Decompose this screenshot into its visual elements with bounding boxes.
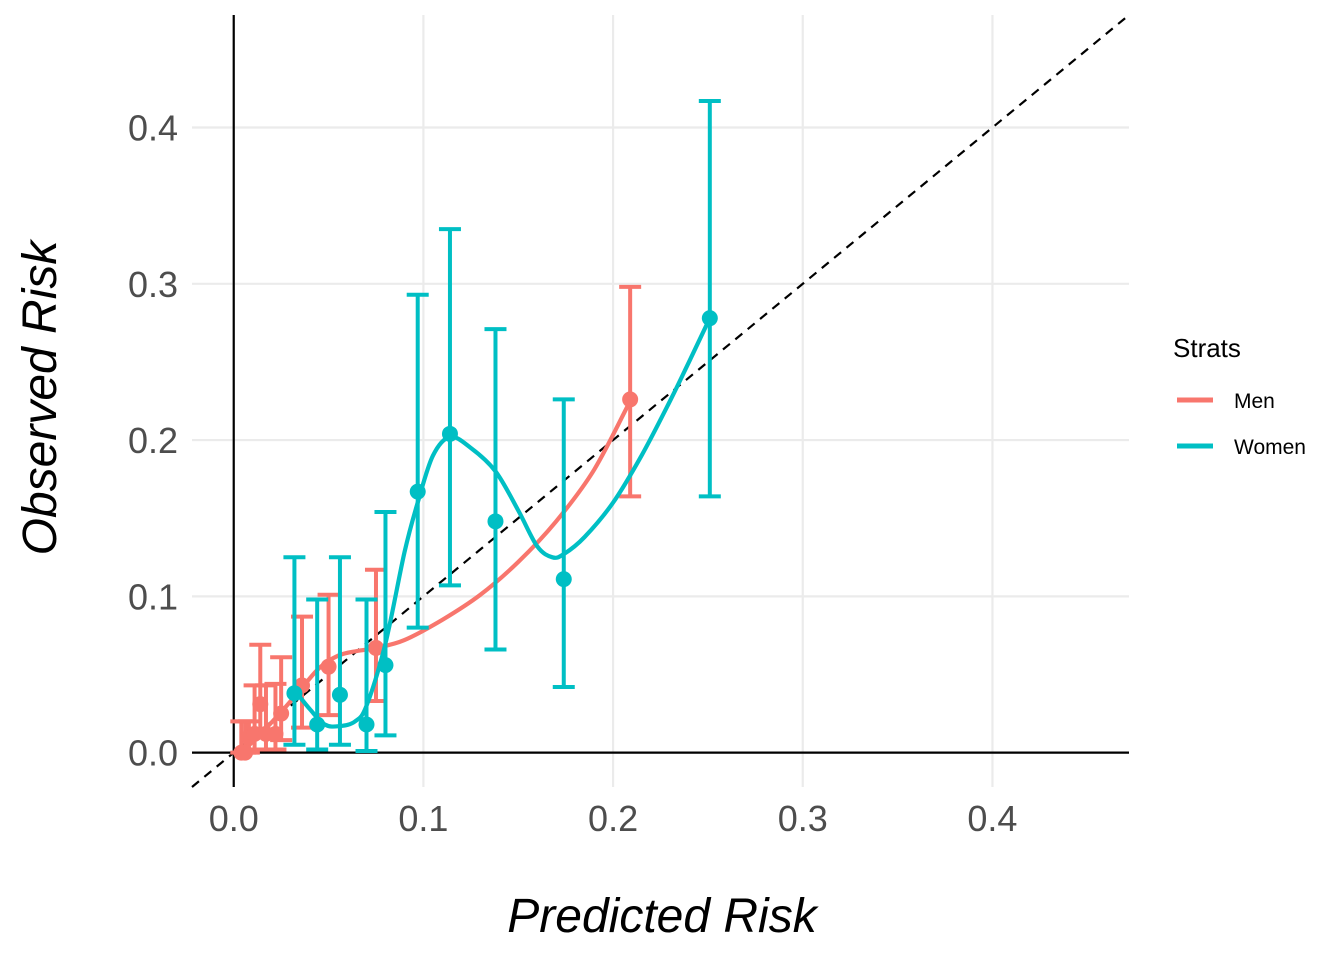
y-tick-label: 0.0 (128, 733, 178, 774)
x-axis-title: Predicted Risk (507, 890, 819, 943)
x-tick-label: 0.2 (588, 798, 638, 839)
data-point (246, 725, 263, 742)
y-axis-title: Observed Risk (14, 238, 67, 556)
axes (192, 15, 1129, 787)
data-point (441, 425, 458, 442)
data-point (286, 685, 303, 702)
legend-label: Women (1234, 436, 1306, 459)
y-tick-label: 0.3 (128, 264, 178, 305)
series-men (230, 284, 642, 761)
y-tick-label: 0.4 (128, 108, 178, 149)
reference-line-layer (191, 14, 1130, 788)
data-point (267, 725, 284, 742)
legend-item-women: Women (1177, 436, 1306, 459)
legend: Strats Men Women (1173, 333, 1306, 459)
y-tick-label: 0.1 (128, 576, 178, 617)
data-point (273, 705, 290, 722)
identity-reference-line (191, 14, 1130, 788)
data-point (252, 696, 269, 713)
data-point (555, 571, 572, 588)
data-point (320, 658, 337, 675)
legend-label: Men (1234, 390, 1275, 413)
data-point (487, 513, 504, 530)
data-point (409, 483, 426, 500)
series-women (283, 98, 721, 754)
x-tick-label: 0.0 (209, 798, 259, 839)
smooth-curve (292, 316, 712, 729)
legend-item-men: Men (1177, 390, 1275, 413)
series-layer (230, 98, 721, 761)
data-point (331, 686, 348, 703)
x-tick-label: 0.1 (398, 798, 448, 839)
tick-labels: 0.0 0.1 0.2 0.3 0.4 0.0 0.1 0.2 0.3 0.4 (128, 108, 1018, 839)
data-point (622, 391, 639, 408)
data-point (309, 716, 326, 733)
legend-items: Men Women (1177, 390, 1306, 459)
data-point (367, 639, 384, 656)
data-point (377, 657, 394, 674)
data-point (237, 744, 254, 761)
data-point (701, 310, 718, 327)
x-tick-label: 0.4 (967, 798, 1017, 839)
y-tick-label: 0.2 (128, 420, 178, 461)
x-tick-label: 0.3 (778, 798, 828, 839)
data-point (358, 716, 375, 733)
legend-title: Strats (1173, 333, 1241, 363)
